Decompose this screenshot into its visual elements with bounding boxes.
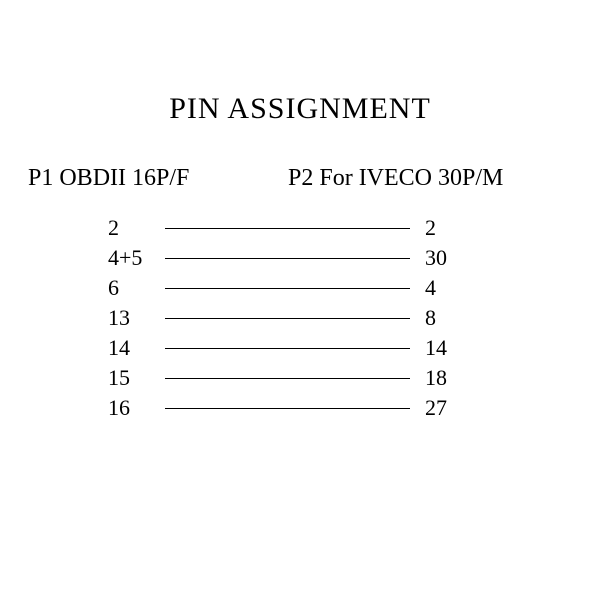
column-header-right: P2 For IVECO 30P/M (288, 165, 503, 192)
connector-line (165, 348, 410, 349)
pin-row: 1627 (0, 395, 600, 425)
pin-row: 22 (0, 215, 600, 245)
connector-line (165, 258, 410, 259)
connector-line (165, 318, 410, 319)
pin-left-label: 16 (108, 395, 163, 421)
pin-left-label: 14 (108, 335, 163, 361)
pin-row: 1518 (0, 365, 600, 395)
pin-right-label: 4 (425, 275, 475, 301)
connector-line (165, 378, 410, 379)
pin-left-label: 13 (108, 305, 163, 331)
pin-left-label: 15 (108, 365, 163, 391)
pin-right-label: 8 (425, 305, 475, 331)
connector-line (165, 408, 410, 409)
pin-right-label: 18 (425, 365, 475, 391)
pin-row: 4+5 30 (0, 245, 600, 275)
pin-right-label: 14 (425, 335, 475, 361)
column-header-left: P1 OBDII 16P/F (28, 165, 189, 192)
pin-rows: 224+53064138141415181627 (0, 215, 600, 425)
pin-right-label: 27 (425, 395, 475, 421)
connector-line (165, 228, 410, 229)
pin-row: 64 (0, 275, 600, 305)
pin-row: 14 14 (0, 335, 600, 365)
pin-left-label: 6 (108, 275, 163, 301)
pin-left-label: 2 (108, 215, 163, 241)
connector-line (165, 288, 410, 289)
diagram-title: PIN ASSIGNMENT (0, 92, 600, 126)
pin-right-label: 2 (425, 215, 475, 241)
pin-left-label: 4+5 (108, 245, 163, 271)
pin-row: 13 8 (0, 305, 600, 335)
pin-right-label: 30 (425, 245, 475, 271)
pin-assignment-diagram: PIN ASSIGNMENT P1 OBDII 16P/F P2 For IVE… (0, 0, 600, 600)
